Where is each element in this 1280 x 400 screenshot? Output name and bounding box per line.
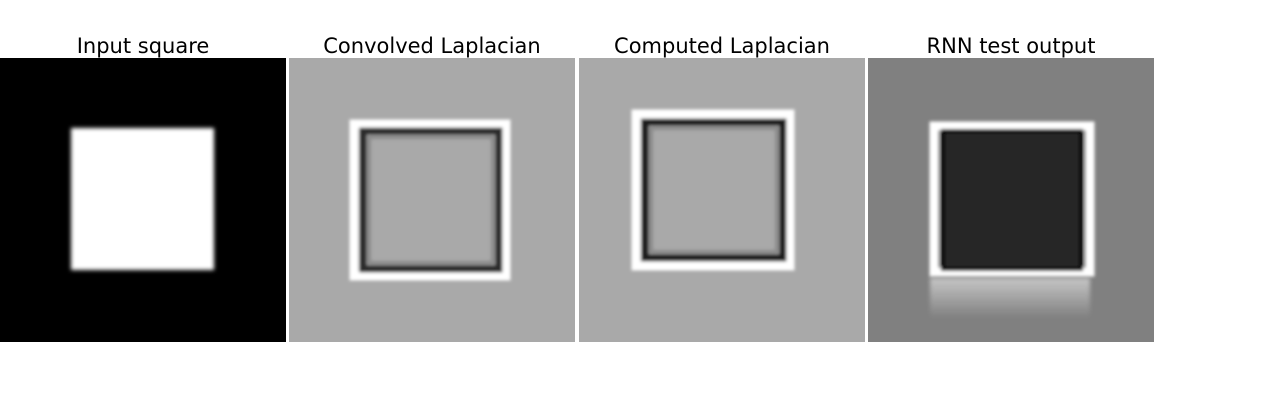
panel-input-square: Input square: [0, 0, 286, 342]
panel-title: Convolved Laplacian: [323, 34, 541, 58]
panel-title: RNN test output: [926, 34, 1096, 58]
rnn-test-output-image: [868, 58, 1154, 342]
convolved-laplacian-image: [289, 58, 575, 342]
panel-computed-laplacian: Computed Laplacian: [579, 0, 865, 342]
panel-rnn-test-output: RNN test output: [868, 0, 1154, 342]
panel-convolved-laplacian: Convolved Laplacian: [289, 0, 575, 342]
panel-title: Computed Laplacian: [614, 34, 830, 58]
panel-title: Input square: [76, 34, 210, 58]
computed-laplacian-image: [579, 58, 865, 342]
input-square-image: [0, 58, 286, 342]
